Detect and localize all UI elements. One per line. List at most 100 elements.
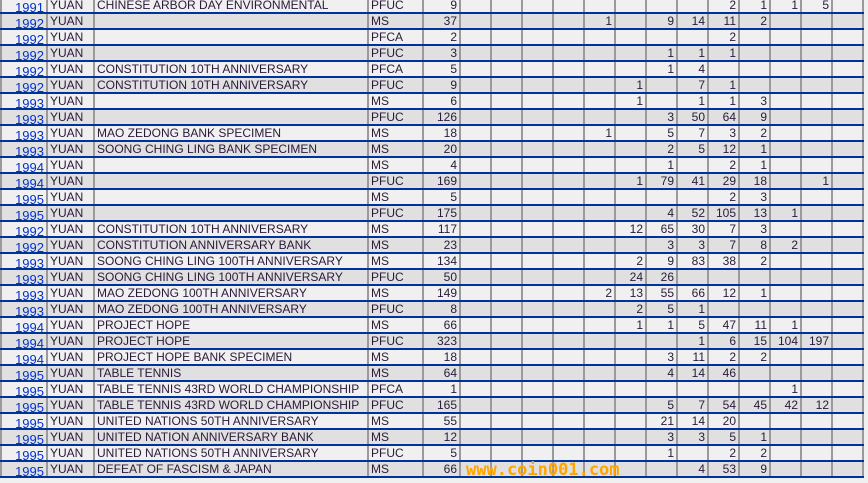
grade-count-cell: 9 bbox=[739, 461, 771, 478]
grade-count-cell bbox=[584, 189, 616, 206]
coin-name-cell: SOONG CHING LING 100TH ANNIVERSARY bbox=[94, 253, 369, 270]
grade-count-cell bbox=[522, 189, 554, 206]
coin-name-cell bbox=[94, 173, 369, 190]
grade-count-cell bbox=[553, 269, 585, 286]
grade-count-cell bbox=[460, 301, 492, 318]
grade-count-cell bbox=[739, 269, 771, 286]
year-link[interactable]: 1994 bbox=[15, 160, 44, 173]
year-link[interactable]: 1994 bbox=[15, 176, 44, 189]
grade-count-cell: 13 bbox=[739, 205, 771, 222]
grade-count-cell: 5 bbox=[708, 429, 740, 446]
total-cell: 149 bbox=[423, 285, 461, 302]
year-link[interactable]: 1993 bbox=[15, 112, 44, 125]
year-link[interactable]: 1995 bbox=[15, 464, 44, 477]
grade-count-cell: 2 bbox=[584, 285, 616, 302]
grade-count-cell: 1 bbox=[615, 93, 647, 110]
coin-name-cell: UNITED NATIONS 50TH ANNIVERSARY bbox=[94, 445, 369, 462]
grade-count-cell: 1 bbox=[708, 93, 740, 110]
grade-count-cell: 12 bbox=[801, 397, 833, 414]
coin-name-cell: MAO ZEDONG BANK SPECIMEN bbox=[94, 125, 369, 142]
year-link[interactable]: 1992 bbox=[15, 48, 44, 61]
grade-count-cell bbox=[491, 45, 523, 62]
year-link[interactable]: 1995 bbox=[15, 192, 44, 205]
type-cell: PFUC bbox=[368, 45, 424, 62]
year-link[interactable]: 1995 bbox=[15, 416, 44, 429]
year-link[interactable]: 1995 bbox=[15, 208, 44, 221]
grade-count-cell bbox=[553, 109, 585, 126]
grade-count-cell bbox=[615, 461, 647, 478]
denomination-cell: YUAN bbox=[47, 125, 95, 142]
grade-count-cell bbox=[553, 173, 585, 190]
grade-count-cell: 26 bbox=[646, 269, 678, 286]
year-link[interactable]: 1992 bbox=[15, 64, 44, 77]
year-link[interactable]: 1992 bbox=[15, 224, 44, 237]
grade-count-cell: 1 bbox=[646, 157, 678, 174]
grade-count-cell bbox=[832, 45, 864, 62]
grade-count-cell bbox=[553, 77, 585, 94]
year-cell: 1995 bbox=[0, 461, 48, 478]
grade-count-cell: 2 bbox=[739, 125, 771, 142]
grade-count-cell bbox=[770, 189, 802, 206]
table-row: 1992 YUAN CONSTITUTION ANNIVERSARY BANK MS 2… bbox=[0, 237, 864, 254]
grade-count-cell bbox=[553, 397, 585, 414]
grade-count-cell: 3 bbox=[646, 429, 678, 446]
grade-count-cell bbox=[460, 429, 492, 446]
year-link[interactable]: 1993 bbox=[15, 256, 44, 269]
grade-count-cell: 4 bbox=[646, 365, 678, 382]
year-link[interactable]: 1993 bbox=[15, 128, 44, 141]
year-link[interactable]: 1992 bbox=[15, 16, 44, 29]
year-link[interactable]: 1992 bbox=[15, 32, 44, 45]
year-link[interactable]: 1995 bbox=[15, 384, 44, 397]
grade-count-cell bbox=[522, 221, 554, 238]
total-cell: 117 bbox=[423, 221, 461, 238]
grade-count-cell bbox=[615, 189, 647, 206]
grade-count-cell bbox=[460, 125, 492, 142]
table-row: 1995 YUAN TABLE TENNIS 43RD WORLD CHAMPION… bbox=[0, 397, 864, 414]
year-link[interactable]: 1994 bbox=[15, 336, 44, 349]
grade-count-cell bbox=[491, 237, 523, 254]
grade-count-cell bbox=[553, 205, 585, 222]
total-cell: 55 bbox=[423, 413, 461, 430]
grade-count-cell bbox=[832, 317, 864, 334]
grade-count-cell bbox=[770, 93, 802, 110]
type-cell: MS bbox=[368, 189, 424, 206]
grade-count-cell: 14 bbox=[677, 13, 709, 30]
year-link[interactable]: 1993 bbox=[15, 304, 44, 317]
year-link[interactable]: 1994 bbox=[15, 320, 44, 333]
year-link[interactable]: 1993 bbox=[15, 288, 44, 301]
year-link[interactable]: 1992 bbox=[15, 80, 44, 93]
year-link[interactable]: 1995 bbox=[15, 368, 44, 381]
grade-count-cell bbox=[832, 237, 864, 254]
year-link[interactable]: 1995 bbox=[15, 400, 44, 413]
grade-count-cell bbox=[615, 381, 647, 398]
type-cell: MS bbox=[368, 157, 424, 174]
grade-count-cell bbox=[584, 333, 616, 350]
total-cell: 18 bbox=[423, 349, 461, 366]
grade-count-cell bbox=[801, 157, 833, 174]
year-link[interactable]: 1991 bbox=[15, 0, 44, 13]
denomination-cell: YUAN bbox=[47, 93, 95, 110]
grade-count-cell bbox=[491, 349, 523, 366]
total-cell: 9 bbox=[423, 0, 461, 14]
year-link[interactable]: 1992 bbox=[15, 240, 44, 253]
year-link[interactable]: 1993 bbox=[15, 96, 44, 109]
coin-name-cell bbox=[94, 109, 369, 126]
year-link[interactable]: 1993 bbox=[15, 272, 44, 285]
denomination-cell: YUAN bbox=[47, 301, 95, 318]
grade-count-cell bbox=[646, 333, 678, 350]
year-link[interactable]: 1994 bbox=[15, 352, 44, 365]
grade-count-cell bbox=[522, 77, 554, 94]
year-link[interactable]: 1995 bbox=[15, 448, 44, 461]
grade-count-cell bbox=[584, 0, 616, 14]
grade-count-cell: 1 bbox=[646, 317, 678, 334]
grade-count-cell bbox=[832, 397, 864, 414]
grade-count-cell bbox=[801, 381, 833, 398]
type-cell: MS bbox=[368, 237, 424, 254]
year-link[interactable]: 1993 bbox=[15, 144, 44, 157]
grade-count-cell bbox=[584, 141, 616, 158]
year-link[interactable]: 1995 bbox=[15, 432, 44, 445]
grade-count-cell bbox=[801, 29, 833, 46]
grade-count-cell bbox=[770, 253, 802, 270]
grade-count-cell bbox=[553, 445, 585, 462]
